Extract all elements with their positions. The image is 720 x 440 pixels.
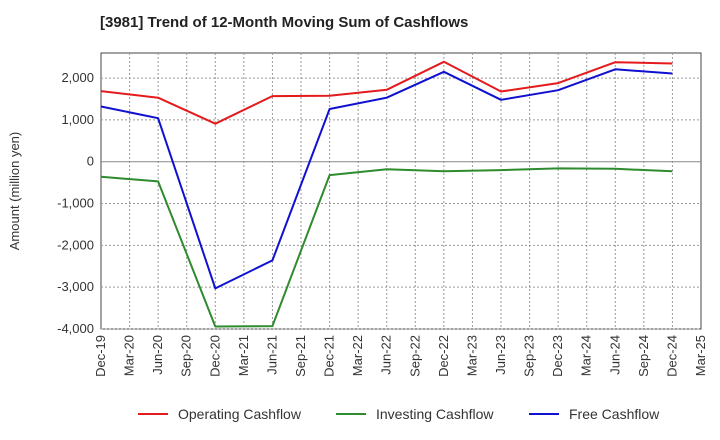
x-tick-label: Jun-22 bbox=[379, 335, 394, 375]
grid-lines bbox=[101, 53, 701, 330]
x-tick-label: Dec-24 bbox=[664, 335, 679, 377]
y-tick-labels: 2,000 1,000 0 -1,000 -2,000 -3,000 -4,000 bbox=[57, 70, 94, 336]
x-tick-label: Dec-21 bbox=[322, 335, 337, 377]
x-tick-label: Sep-20 bbox=[179, 335, 194, 377]
x-tick-label: Mar-25 bbox=[693, 335, 708, 376]
y-axis-label: Amount (million yen) bbox=[7, 132, 22, 251]
legend: Operating Cashflow Investing Cashflow Free… bbox=[138, 406, 660, 422]
x-tick-label: Sep-21 bbox=[293, 335, 308, 377]
x-tick-label: Mar-20 bbox=[122, 335, 137, 376]
x-tick-label: Dec-22 bbox=[436, 335, 451, 377]
x-tick-label: Jun-23 bbox=[493, 335, 508, 375]
x-tick-label: Jun-21 bbox=[264, 335, 279, 375]
x-tick-label: Mar-23 bbox=[464, 335, 479, 376]
legend-label-0: Operating Cashflow bbox=[178, 406, 302, 422]
y-tick-label: -4,000 bbox=[57, 321, 94, 336]
x-tick-label: Jun-24 bbox=[607, 335, 622, 375]
x-tick-label: Sep-22 bbox=[407, 335, 422, 377]
series-line-0 bbox=[100, 60, 673, 125]
x-tick-label: Sep-24 bbox=[636, 335, 651, 377]
series-line-1 bbox=[100, 167, 673, 328]
legend-label-1: Investing Cashflow bbox=[376, 406, 494, 422]
x-tick-label: Sep-23 bbox=[522, 335, 537, 377]
y-tick-label: -1,000 bbox=[57, 196, 94, 211]
series-group bbox=[100, 60, 673, 328]
chart-title: [3981] Trend of 12-Month Moving Sum of C… bbox=[100, 14, 469, 31]
x-tick-label: Mar-21 bbox=[236, 335, 251, 376]
y-tick-label: -2,000 bbox=[57, 237, 94, 252]
y-tick-label: 1,000 bbox=[61, 112, 94, 127]
x-tick-label: Jun-20 bbox=[150, 335, 165, 375]
x-tick-label: Mar-24 bbox=[579, 335, 594, 376]
x-tick-label: Dec-19 bbox=[93, 335, 108, 377]
x-tick-label: Dec-20 bbox=[207, 335, 222, 377]
y-tick-label: 0 bbox=[87, 154, 94, 169]
x-tick-labels: Dec-19 Mar-20 Jun-20 Sep-20 Dec-20 Mar-21 Jun-… bbox=[93, 335, 708, 377]
x-tick-label: Dec-23 bbox=[550, 335, 565, 377]
y-tick-label: 2,000 bbox=[61, 70, 94, 85]
y-tick-label: -3,000 bbox=[57, 279, 94, 294]
x-tick-label: Mar-22 bbox=[350, 335, 365, 376]
plot-area bbox=[100, 52, 702, 330]
legend-label-2: Free Cashflow bbox=[569, 406, 660, 422]
series-line-2 bbox=[100, 68, 673, 290]
